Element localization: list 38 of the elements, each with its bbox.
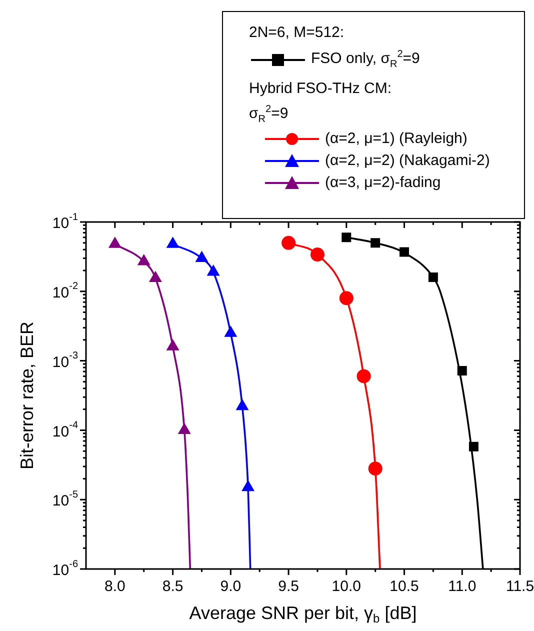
point <box>282 236 296 250</box>
point <box>428 272 438 282</box>
point <box>356 369 371 384</box>
x-tick-label: 10.0 <box>332 578 362 596</box>
point <box>368 462 382 476</box>
point <box>370 238 380 248</box>
point <box>342 232 352 242</box>
legend-title: 2N=6, M=512: <box>249 23 344 43</box>
legend-label: (α=2, μ=2) (Nakagami-2) <box>325 151 490 171</box>
point <box>400 247 410 257</box>
text: σ$_{R}$$^{2}$=9 <box>249 103 288 127</box>
x-tick-label: 9.0 <box>220 578 242 596</box>
x-tick-label: 8.0 <box>104 578 126 596</box>
x-tick-label: 11.0 <box>448 578 476 596</box>
legend-label: (α=3, μ=2)-fading <box>325 173 441 193</box>
legend-label: (α=2, μ=1) (Rayleigh) <box>325 129 468 149</box>
point <box>178 423 191 434</box>
point <box>108 237 122 248</box>
x-tick-label: 9.5 <box>278 578 299 596</box>
text: Hybrid FSO-THz CM: <box>249 79 392 99</box>
point <box>166 340 179 350</box>
point <box>310 248 324 262</box>
point <box>457 366 467 376</box>
point <box>149 271 162 282</box>
point <box>138 254 150 266</box>
point <box>224 326 237 337</box>
point <box>166 237 179 248</box>
point <box>339 291 354 306</box>
point <box>207 265 220 276</box>
x-tick-label: 10.5 <box>390 578 419 596</box>
legend-label: FSO only, σ$_{R}$$^{2}$=9 <box>311 48 420 72</box>
point <box>196 251 208 262</box>
y-axis-title: Bit-error rate, BER <box>16 321 37 470</box>
x-tick-label: 11.5 <box>506 578 534 596</box>
x-tick-label: 8.5 <box>162 578 184 596</box>
point <box>236 399 248 410</box>
point <box>242 480 254 492</box>
point <box>468 442 478 452</box>
